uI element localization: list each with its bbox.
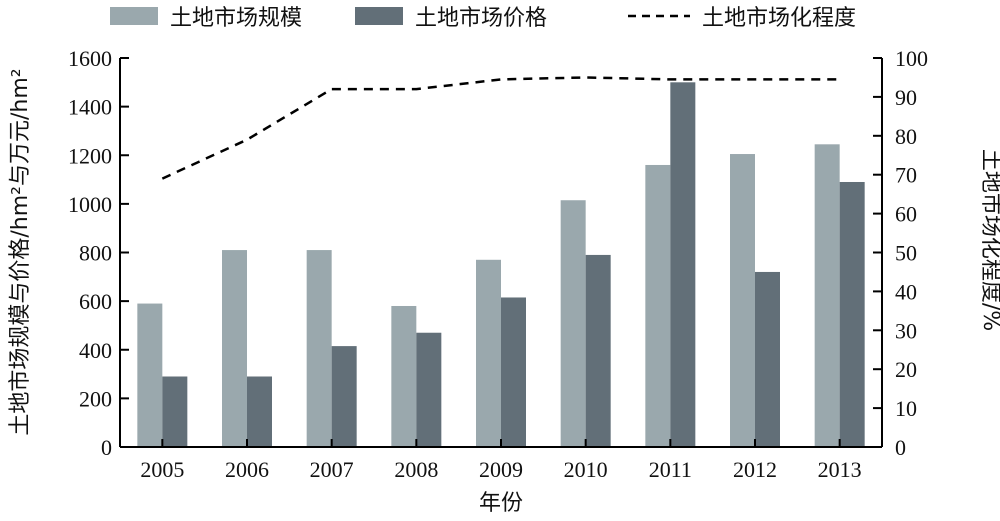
legend-label-degree: 土地市场化程度 [702,6,856,31]
legend-swatch-price [355,7,403,25]
bar-scale-2012 [730,154,755,448]
bar-scale-2005 [137,303,163,447]
x-tick-label: 2008 [394,457,438,482]
right-tick-label: 90 [895,85,917,110]
right-tick-label: 0 [895,435,906,460]
bar-price-2006 [247,376,272,447]
bar-price-2005 [162,376,188,447]
x-tick-label: 2007 [310,457,354,482]
x-tick-label: 2013 [818,457,862,482]
left-axis-title: 土地市场规模与价格/hm²与万元/hm² [8,68,33,435]
legend-swatch-scale [110,7,158,25]
left-tick-label: 1600 [68,46,112,71]
x-axis-ticks: 2005 2006 2007 2008 2009 2010 2011 2012 2013 [140,439,862,482]
left-tick-label: 800 [79,241,112,266]
right-tick-label: 40 [895,279,917,304]
left-tick-label: 1000 [68,192,112,217]
right-axis-title: 土地市场化程度/% [978,149,1000,331]
right-tick-label: 70 [895,163,917,188]
bar-price-2013 [839,181,865,447]
bar-price-2008 [416,332,442,447]
bar-price-2012 [755,271,780,447]
right-tick-label: 30 [895,318,917,343]
bar-price-2007 [331,346,357,447]
left-tick-label: 1400 [68,95,112,120]
x-tick-label: 2012 [733,457,777,482]
right-tick-label: 60 [895,202,917,227]
x-tick-label: 2005 [140,457,184,482]
right-tick-label: 50 [895,241,917,266]
legend: 土地市场规模 土地市场价格 土地市场化程度 [110,6,856,31]
x-tick-label: 2009 [479,457,523,482]
x-tick-label: 2010 [564,457,608,482]
bar-scale-2013 [814,144,840,447]
left-axis-ticks: 0 200 400 600 800 1000 1200 1400 1600 [68,46,129,460]
bar-scale-2011 [645,164,671,447]
right-tick-label: 20 [895,357,917,382]
x-axis-title: 年份 [479,491,523,516]
bar-scale-2010 [560,200,586,447]
right-tick-label: 10 [895,396,917,421]
x-tick-label: 2011 [649,457,692,482]
left-tick-label: 400 [79,338,112,363]
left-tick-label: 600 [79,289,112,314]
bar-price-2010 [585,254,611,447]
bar-scale-2009 [476,259,501,447]
left-tick-label: 0 [101,435,112,460]
right-axis-ticks: 0 10 20 30 40 50 60 70 80 90 100 [873,46,928,460]
bar-scale-2007 [306,250,332,447]
right-tick-label: 80 [895,124,917,149]
left-tick-label: 1200 [68,143,112,168]
bar-price-2009 [501,297,526,447]
bar-scale-2008 [391,305,417,447]
bar-price-2011 [670,82,696,447]
right-tick-label: 100 [895,46,928,71]
x-tick-label: 2006 [225,457,269,482]
legend-label-price: 土地市场价格 [415,6,547,31]
bar-scale-2006 [222,250,247,447]
left-tick-label: 200 [79,386,112,411]
plot-area [137,76,865,448]
legend-label-scale: 土地市场规模 [170,6,302,31]
